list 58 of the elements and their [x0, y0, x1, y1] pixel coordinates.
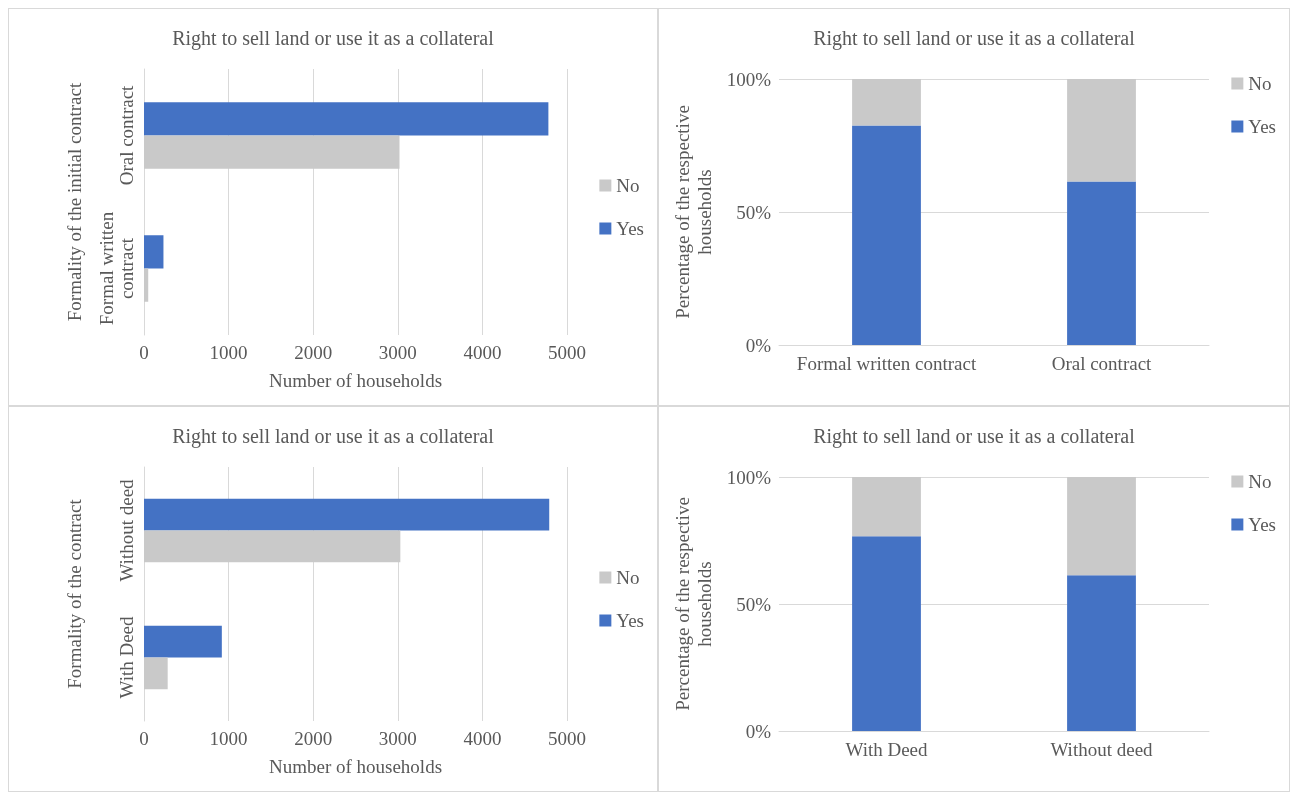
- x-tick-label: 2000: [294, 342, 333, 363]
- bar: [144, 102, 549, 136]
- legend-label: Yes: [616, 610, 645, 631]
- legend-label: No: [1248, 73, 1272, 94]
- y-axis-title: Percentage of the respective households: [672, 105, 716, 319]
- chart-title: Right to sell land or use it as a collateral: [813, 425, 1136, 448]
- bar: [144, 530, 401, 563]
- legend-label: Yes: [1248, 116, 1277, 137]
- legend-label: Yes: [1248, 514, 1277, 535]
- x-tick-label: 3000: [378, 728, 417, 749]
- y-tick-label: 100%: [726, 466, 772, 488]
- bar: [852, 125, 921, 345]
- legend-label: Yes: [616, 218, 645, 239]
- chart-title: Right to sell land or use it as a collateral: [172, 425, 495, 448]
- y-axis-title: Percentage of the respective households: [672, 497, 716, 711]
- y-tick-label: 0%: [745, 334, 772, 356]
- bar: [1067, 575, 1136, 731]
- x-tick-label: With Deed: [845, 738, 929, 760]
- bar: [852, 477, 921, 537]
- bar: [852, 79, 921, 126]
- y-axis-title: Formality of the contract: [64, 498, 85, 689]
- x-tick-label: 1000: [209, 728, 248, 749]
- y-tick-label: 100%: [726, 68, 772, 90]
- bar: [144, 625, 222, 658]
- x-tick-label: 0: [139, 728, 149, 749]
- y-tick-label: 0%: [745, 720, 772, 742]
- x-tick-label: 4000: [463, 342, 502, 363]
- bar: [1067, 477, 1136, 576]
- x-tick-label: Oral contract: [1051, 352, 1153, 374]
- bar: [144, 135, 400, 169]
- x-tick-label: Formal written contract: [796, 352, 977, 374]
- y-tick-label: Without deed: [115, 478, 137, 582]
- x-axis-title: Number of households: [268, 756, 443, 777]
- y-axis-title: Formality of the initial contract: [64, 82, 85, 322]
- x-tick-label: 4000: [463, 728, 502, 749]
- y-tick-label: Oral contract: [115, 84, 137, 186]
- x-tick-label: 2000: [294, 728, 333, 749]
- bar: [144, 657, 168, 690]
- x-tick-label: 5000: [548, 728, 586, 749]
- x-tick-label: 0: [139, 342, 149, 363]
- legend-label: No: [616, 175, 640, 196]
- legend-label: No: [616, 567, 640, 588]
- x-tick-label: 1000: [209, 342, 248, 363]
- y-tick-label: 50%: [736, 593, 772, 615]
- bar: [1067, 181, 1136, 345]
- bar: [144, 268, 149, 302]
- x-tick-label: 5000: [548, 342, 586, 363]
- bar: [144, 235, 164, 269]
- chart-title: Right to sell land or use it as a collateral: [172, 27, 495, 50]
- y-tick-label: 50%: [736, 201, 772, 223]
- x-tick-label: 3000: [378, 342, 417, 363]
- bar: [1067, 79, 1136, 182]
- x-axis-title: Number of households: [268, 370, 443, 391]
- x-tick-label: Without deed: [1050, 738, 1154, 760]
- legend-label: No: [1248, 471, 1272, 492]
- chart-title: Right to sell land or use it as a collateral: [813, 27, 1136, 50]
- bar: [852, 536, 921, 731]
- bar: [144, 498, 550, 531]
